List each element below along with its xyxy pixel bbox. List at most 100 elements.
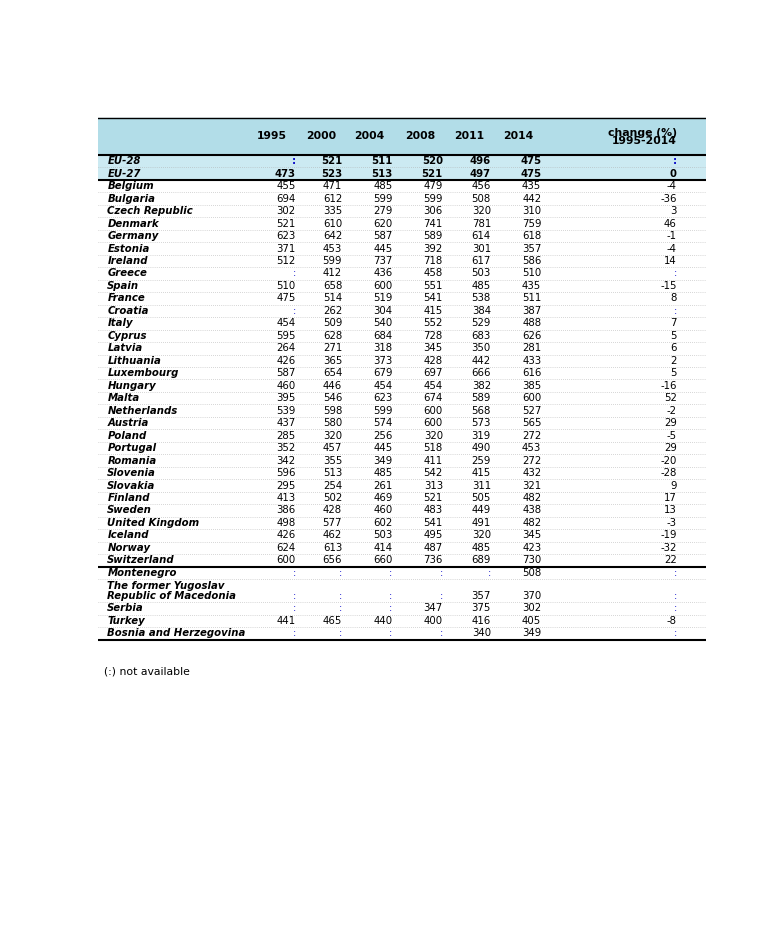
Text: 502: 502 — [323, 493, 342, 503]
Text: EU-27: EU-27 — [107, 169, 140, 179]
Text: 355: 355 — [323, 456, 342, 466]
Text: 2000: 2000 — [306, 131, 336, 142]
Text: 7: 7 — [670, 319, 677, 328]
Text: 2011: 2011 — [454, 131, 485, 142]
Text: 490: 490 — [472, 443, 491, 453]
Text: 345: 345 — [423, 343, 443, 353]
Text: 412: 412 — [323, 268, 342, 279]
Text: Poland: Poland — [107, 431, 147, 441]
Text: 600: 600 — [423, 405, 443, 416]
Bar — [98, 614, 706, 627]
Bar — [98, 541, 706, 555]
Bar — [98, 155, 706, 168]
Bar — [98, 442, 706, 454]
Text: -2: -2 — [667, 405, 677, 416]
Text: Slovakia: Slovakia — [107, 481, 156, 490]
Text: :: : — [440, 568, 443, 578]
Text: 385: 385 — [522, 381, 541, 391]
Text: 370: 370 — [522, 591, 541, 601]
Text: 435: 435 — [522, 281, 541, 291]
Text: 437: 437 — [277, 418, 296, 428]
Text: 542: 542 — [423, 468, 443, 478]
Text: 600: 600 — [277, 555, 296, 566]
Text: 642: 642 — [323, 231, 342, 241]
Text: 304: 304 — [373, 306, 393, 316]
Text: 475: 475 — [520, 169, 541, 179]
Text: 352: 352 — [277, 443, 296, 453]
Text: 262: 262 — [323, 306, 342, 316]
Bar — [98, 529, 706, 541]
Text: 5: 5 — [670, 331, 677, 341]
Text: :: : — [440, 628, 443, 638]
Text: Bosnia and Herzegovina: Bosnia and Herzegovina — [107, 628, 245, 638]
Text: 320: 320 — [423, 431, 443, 441]
Text: 654: 654 — [323, 368, 342, 378]
Text: Lithuania: Lithuania — [107, 356, 162, 365]
Bar — [98, 492, 706, 504]
Text: Latvia: Latvia — [107, 343, 143, 353]
Text: Bulgaria: Bulgaria — [107, 194, 155, 203]
Text: 599: 599 — [423, 194, 443, 203]
Bar — [98, 379, 706, 392]
Bar — [98, 242, 706, 254]
Text: 460: 460 — [373, 505, 393, 515]
Text: 510: 510 — [522, 268, 541, 279]
Text: 295: 295 — [276, 481, 296, 490]
Text: 781: 781 — [472, 219, 491, 228]
Text: 301: 301 — [472, 243, 491, 254]
Text: 2014: 2014 — [503, 131, 534, 142]
Text: Finland: Finland — [107, 493, 150, 503]
Text: 614: 614 — [472, 231, 491, 241]
Bar — [98, 627, 706, 639]
Text: 620: 620 — [373, 219, 393, 228]
Text: 319: 319 — [472, 431, 491, 441]
Text: 382: 382 — [472, 381, 491, 391]
Text: :: : — [673, 628, 677, 638]
Text: 580: 580 — [323, 418, 342, 428]
Text: Denmark: Denmark — [107, 219, 159, 228]
Text: 52: 52 — [664, 393, 677, 404]
Text: Switzerland: Switzerland — [107, 555, 175, 566]
Text: -16: -16 — [660, 381, 677, 391]
Text: 2008: 2008 — [405, 131, 435, 142]
Bar — [98, 602, 706, 614]
Bar — [98, 317, 706, 330]
Text: 541: 541 — [423, 294, 443, 304]
Text: 565: 565 — [522, 418, 541, 428]
Text: -4: -4 — [667, 243, 677, 254]
Text: 386: 386 — [277, 505, 296, 515]
Text: 465: 465 — [323, 616, 342, 626]
Text: 511: 511 — [371, 157, 393, 166]
Text: 616: 616 — [522, 368, 541, 378]
Text: 384: 384 — [472, 306, 491, 316]
Bar — [98, 392, 706, 404]
Text: :: : — [389, 568, 393, 578]
Text: 318: 318 — [373, 343, 393, 353]
Text: 495: 495 — [423, 530, 443, 541]
Text: Serbia: Serbia — [107, 603, 144, 613]
Text: 577: 577 — [323, 518, 342, 528]
Bar — [98, 205, 706, 217]
Bar — [98, 342, 706, 354]
Text: Sweden: Sweden — [107, 505, 152, 515]
Text: 574: 574 — [373, 418, 393, 428]
Text: 599: 599 — [373, 405, 393, 416]
Text: 371: 371 — [277, 243, 296, 254]
Text: 618: 618 — [522, 231, 541, 241]
Text: 1995-2014: 1995-2014 — [612, 136, 677, 146]
Bar — [98, 192, 706, 205]
Text: 272: 272 — [522, 456, 541, 466]
Text: 623: 623 — [373, 393, 393, 404]
Text: 438: 438 — [522, 505, 541, 515]
Bar — [98, 267, 706, 280]
Text: 587: 587 — [276, 368, 296, 378]
Bar — [98, 430, 706, 442]
Text: 656: 656 — [323, 555, 342, 566]
Text: -4: -4 — [667, 181, 677, 191]
Text: 546: 546 — [323, 393, 342, 404]
Text: 694: 694 — [276, 194, 296, 203]
Text: -36: -36 — [660, 194, 677, 203]
Text: 679: 679 — [373, 368, 393, 378]
Text: 405: 405 — [522, 616, 541, 626]
Text: 521: 521 — [277, 219, 296, 228]
